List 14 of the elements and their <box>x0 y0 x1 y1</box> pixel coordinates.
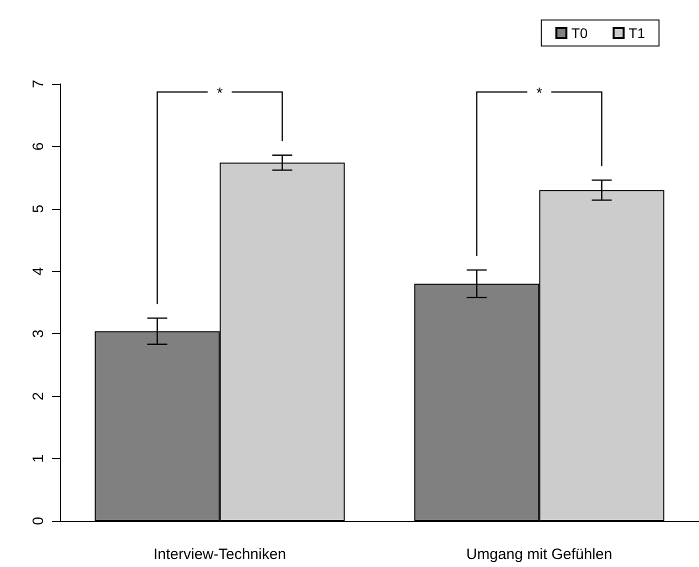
y-tick-label: 7 <box>30 80 47 88</box>
y-tick-label: 3 <box>30 330 47 338</box>
y-tick-label: 4 <box>30 267 47 276</box>
y-tick-label: 5 <box>30 204 47 214</box>
y-tick-label: 0 <box>30 516 47 526</box>
y-tick-label: 2 <box>30 392 47 400</box>
y-tick-label: 1 <box>30 454 47 463</box>
annotation: * <box>536 85 542 102</box>
x-tick-label: Umgang mit Gefühlen <box>466 546 612 563</box>
x-tick-label: Interview-Techniken <box>153 546 286 563</box>
annotation: * <box>216 85 223 102</box>
legend-label: T1 <box>628 25 646 41</box>
y-tick-label: 6 <box>30 142 47 151</box>
legend-label: T0 <box>571 25 588 41</box>
